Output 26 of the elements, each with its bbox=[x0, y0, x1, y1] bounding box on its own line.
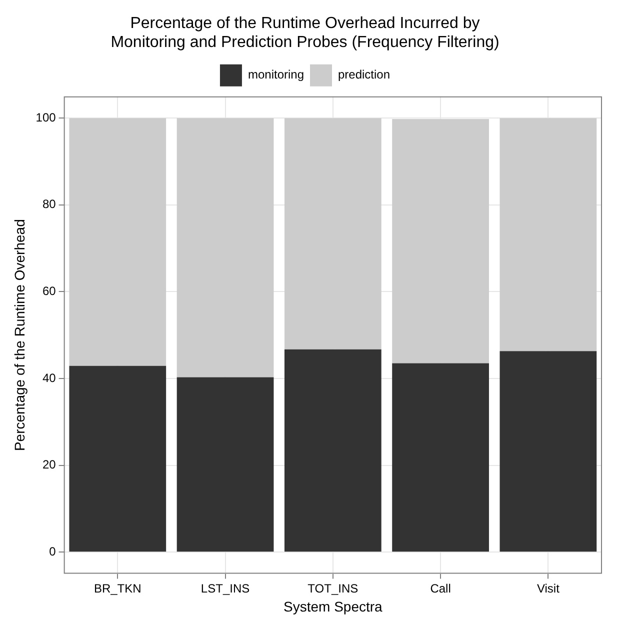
bar bbox=[69, 118, 166, 366]
bar bbox=[392, 118, 489, 364]
bar bbox=[69, 366, 166, 552]
y-tick-label: 20 bbox=[42, 458, 56, 472]
bar bbox=[176, 118, 274, 378]
y-tick-label: 100 bbox=[36, 110, 56, 124]
x-tick-label: BR_TKN bbox=[94, 581, 142, 596]
y-tick-label: 60 bbox=[42, 284, 56, 298]
bar bbox=[500, 118, 597, 352]
bar bbox=[284, 349, 382, 552]
chart-title: Percentage of the Runtime Overhead Incurred by Monitoring and Prediction Probes (Frequency Filtering) bbox=[110, 15, 500, 52]
x-tick-label: Visit bbox=[536, 581, 560, 596]
legend-label: prediction bbox=[338, 68, 390, 82]
y-tick-label: 40 bbox=[42, 370, 56, 385]
y-axis-title: Percentage of the Runtime Overhead bbox=[11, 219, 28, 452]
bar bbox=[500, 351, 597, 552]
x-tick-label: Call bbox=[430, 581, 451, 596]
bar bbox=[392, 363, 489, 552]
x-axis-title: System Spectra bbox=[283, 598, 383, 614]
legend-label: monitoring bbox=[248, 68, 304, 82]
y-tick-label: 0 bbox=[49, 544, 56, 558]
y-tick-label: 80 bbox=[42, 197, 56, 212]
x-tick-label: LST_INS bbox=[200, 581, 250, 596]
x-tick-label: TOT_INS bbox=[308, 581, 358, 596]
bar bbox=[176, 377, 274, 552]
bar bbox=[284, 118, 382, 350]
